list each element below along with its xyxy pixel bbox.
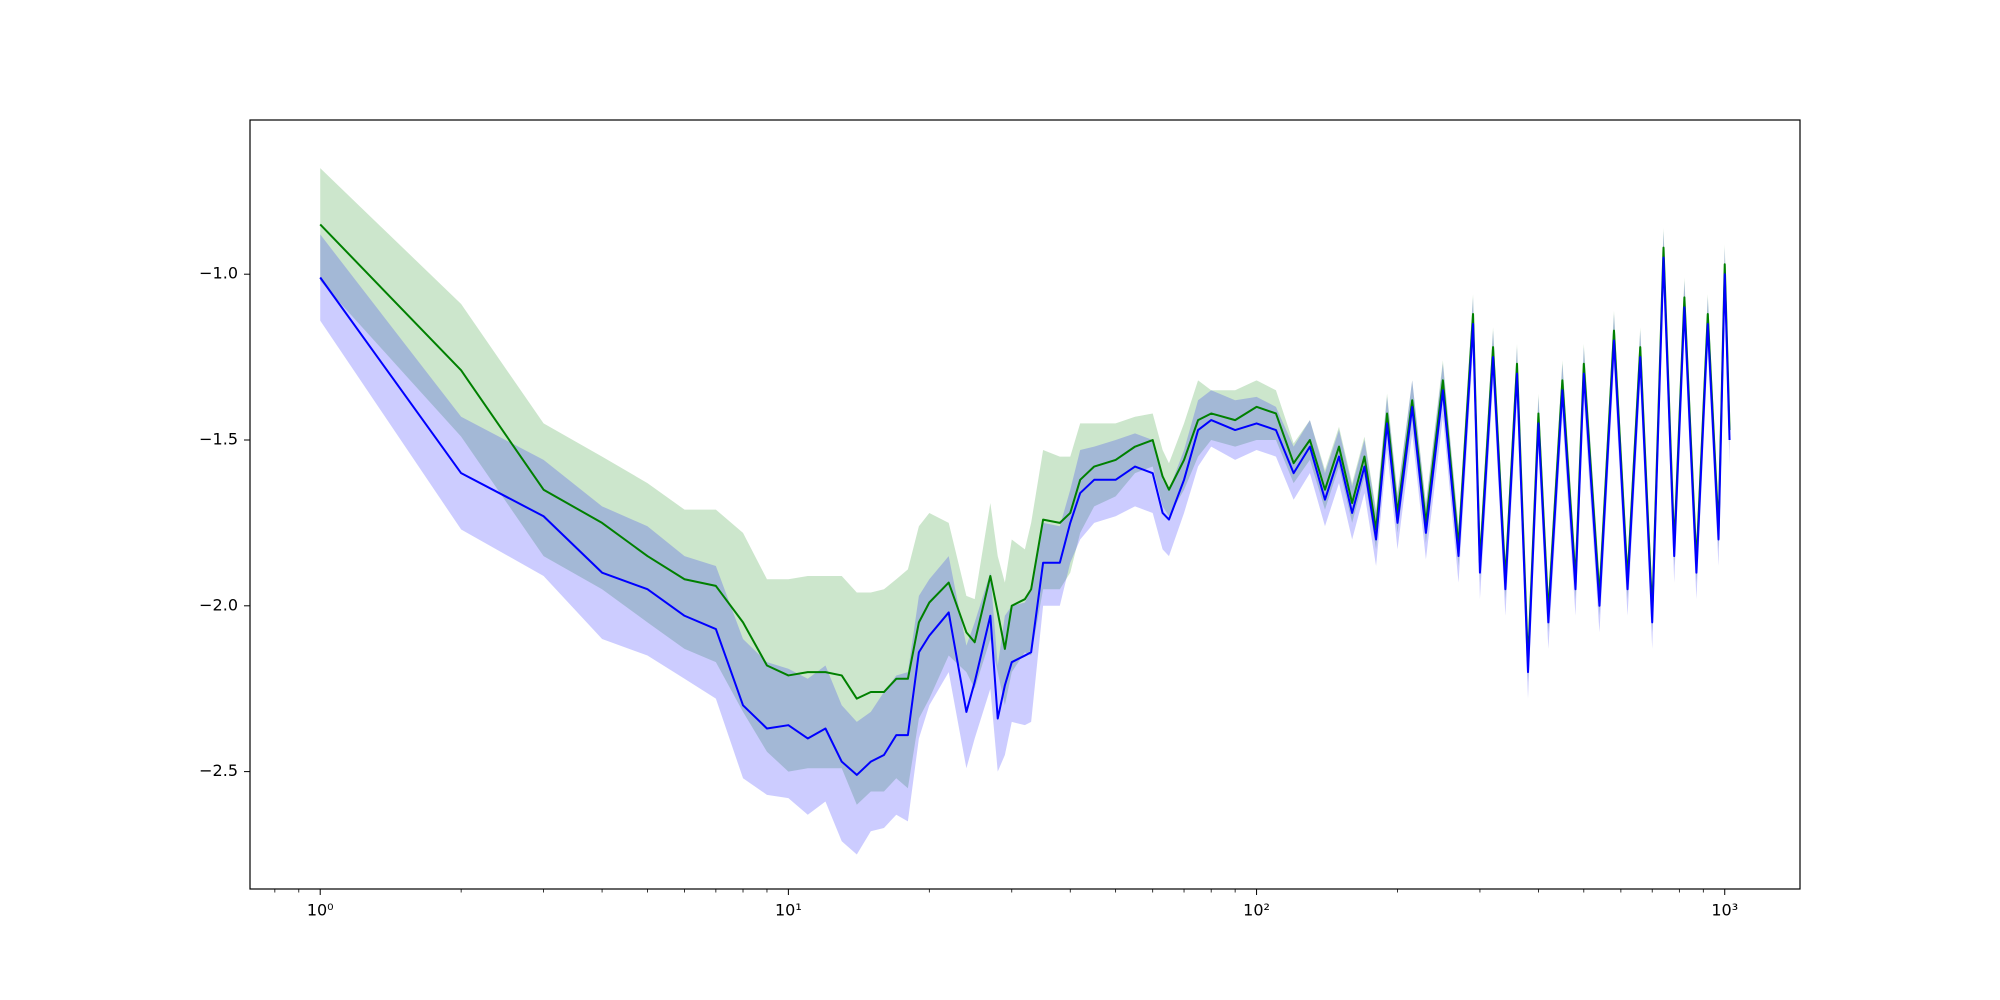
x-tick-label: 10⁰ (307, 901, 334, 920)
x-tick-label: 10² (1243, 901, 1270, 920)
y-tick-label: −2.5 (199, 761, 238, 780)
x-tick-label: 10³ (1711, 901, 1738, 920)
x-tick-label: 10¹ (775, 901, 802, 920)
confidence-band (320, 168, 1730, 805)
series-line (319, 256, 1731, 776)
y-tick-label: −2.0 (199, 595, 238, 614)
y-tick-label: −1.0 (199, 264, 238, 283)
confidence-band (320, 231, 1730, 855)
y-tick-label: −1.5 (199, 430, 238, 449)
plot-frame (249, 119, 1801, 890)
